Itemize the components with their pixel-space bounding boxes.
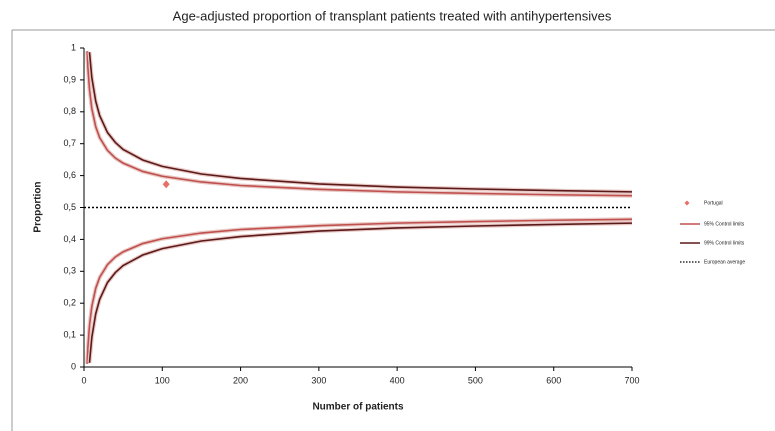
control-limit-line: [88, 222, 633, 363]
control-limit-line: [86, 51, 633, 197]
x-tick-label: 100: [155, 375, 170, 385]
legend-label: Portugal: [704, 200, 723, 206]
y-axis-title: Proportion: [33, 181, 44, 232]
control-limit-halo: [85, 217, 633, 364]
x-axis-title: Number of patients: [312, 402, 404, 413]
x-tick-label: 400: [390, 375, 405, 385]
legend-label: 99% Control limits: [704, 240, 745, 246]
x-tick-label: 200: [233, 375, 248, 385]
x-tick-label: 600: [546, 375, 561, 385]
y-tick-label: 0,5: [63, 202, 76, 212]
x-tick-label: 0: [81, 375, 86, 385]
control-limit-line: [88, 52, 633, 193]
y-tick-label: 0,9: [63, 74, 76, 84]
control-limit-halo: [85, 51, 633, 198]
x-tick-label: 500: [468, 375, 483, 385]
legend-label: 95% Control limits: [704, 221, 745, 227]
legend-label: European average: [704, 259, 745, 265]
legend: Portugal 95% Control limits 99% Control li…: [680, 200, 745, 265]
y-tick-label: 0,1: [63, 329, 76, 339]
x-tick-label: 300: [311, 375, 326, 385]
control-limit-line: [86, 218, 633, 364]
chart-title: Age-adjusted proportion of transplant pa…: [173, 8, 612, 23]
y-tick-label: 0,8: [63, 106, 76, 116]
y-tick-label: 0,4: [63, 234, 76, 244]
control-limit-halo: [87, 51, 633, 194]
x-tick-label: 700: [624, 375, 639, 385]
y-tick-label: 0,3: [63, 266, 76, 276]
data-point: [162, 180, 170, 189]
y-tick-label: 0,2: [63, 298, 76, 308]
y-tick-label: 0,6: [63, 170, 76, 180]
y-tick-label: 0,7: [63, 138, 76, 148]
y-tick-label: 1: [71, 42, 76, 52]
legend-symbol: [684, 200, 690, 206]
y-tick-label: 0: [71, 361, 76, 371]
control-limit-halo: [87, 221, 633, 364]
